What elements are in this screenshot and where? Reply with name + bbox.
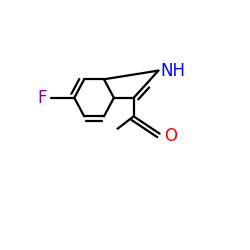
Text: NH: NH <box>161 62 186 80</box>
Text: F: F <box>38 89 47 107</box>
Text: O: O <box>164 127 177 145</box>
